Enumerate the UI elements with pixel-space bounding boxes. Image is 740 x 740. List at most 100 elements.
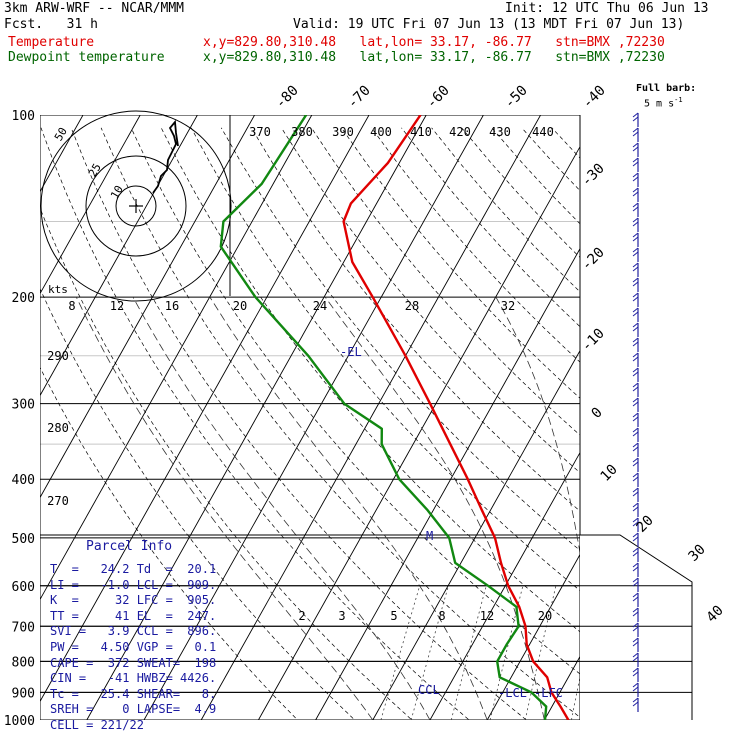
wind-barb-flag <box>632 251 639 257</box>
wind-barb-icon <box>632 127 639 142</box>
theta-label: 290 <box>47 349 69 363</box>
profile-point <box>494 537 496 539</box>
wind-barb-flag <box>632 157 639 163</box>
profile-point <box>222 220 225 223</box>
dry-adiabat <box>281 127 580 474</box>
wind-barb-icon <box>632 367 639 382</box>
isotherm-label: -60 <box>424 83 453 112</box>
dry-adiabat <box>612 128 740 733</box>
isotherm <box>659 115 740 720</box>
parcel-row: Tc = 25.4 SHEAR= 8. <box>50 686 217 701</box>
temperature-profile <box>342 115 570 720</box>
isotherm <box>40 115 198 397</box>
wind-barb-flag <box>632 491 639 497</box>
theta-e-label: 8 <box>68 299 75 313</box>
parcel-row: CIN = -41 HWBZ= 4426. <box>50 671 217 686</box>
profile-point <box>381 428 383 430</box>
wind-barb-flag <box>632 626 639 632</box>
wind-barb-flag <box>632 236 639 242</box>
wind-barb-icon <box>632 187 639 202</box>
wind-barb-icon <box>632 607 639 622</box>
profile-point <box>467 478 469 480</box>
isotherm <box>40 115 255 499</box>
mixing-ratio-label: 3 <box>338 609 345 623</box>
wind-barb-flag <box>632 682 639 688</box>
wind-barb-flag <box>632 686 639 692</box>
wind-barb-flag <box>632 446 639 452</box>
wind-barb-flag <box>632 536 639 542</box>
theta-label: 420 <box>449 125 471 139</box>
wind-barb-flag <box>632 352 639 358</box>
hodograph-ring-label: 25 <box>86 161 104 179</box>
wind-barb-icon <box>632 262 639 277</box>
wind-barb-flag <box>632 142 639 148</box>
wind-barb-icon <box>632 217 639 232</box>
hodograph-ring <box>115 185 157 227</box>
wind-barb-flag <box>632 641 639 647</box>
wind-barb-flag <box>632 232 639 238</box>
profile-point <box>507 585 509 587</box>
wind-barb-flag <box>632 127 639 133</box>
profile-point <box>526 643 528 646</box>
wind-barb-flag <box>632 701 639 707</box>
profile-point <box>496 660 498 662</box>
wind-barb-flag <box>632 442 639 448</box>
wind-barb-flag <box>632 532 639 538</box>
wind-barb-flag <box>632 412 639 418</box>
mixing-ratio-label: 12 <box>480 609 494 623</box>
hodograph-ring-label: 50 <box>52 125 70 143</box>
profile-point <box>350 202 352 205</box>
mixing-ratio-line <box>450 585 487 720</box>
wind-barb-icon <box>632 157 639 172</box>
wind-barb-icon <box>632 637 639 652</box>
wind-barb-flag <box>632 506 639 512</box>
wind-barb-icon <box>632 202 639 217</box>
isotherm <box>200 115 541 720</box>
full-barb-units: 5 m s-1 <box>644 96 683 110</box>
profile-point <box>499 676 501 678</box>
isotherm <box>544 655 580 720</box>
profile-point <box>307 355 309 357</box>
moist-adiabat <box>495 296 580 556</box>
wind-barb-icon <box>632 292 639 307</box>
profile-point <box>381 443 383 445</box>
isotherm-label: -80 <box>273 83 302 112</box>
wind-barb-icon <box>632 412 639 427</box>
parcel-row: PW = 4.50 VGP = 0.1 <box>50 640 217 654</box>
isotherm <box>40 115 313 601</box>
profile-point <box>487 585 489 587</box>
wind-barb-flag <box>632 146 639 152</box>
parcel-info-panel: Parcel Info T = 24.2 Td = 20.1 LI = -1.0… <box>46 537 246 732</box>
dry-adiabat <box>220 127 580 551</box>
profile-point <box>426 509 429 511</box>
profile-point <box>544 719 546 720</box>
wind-barb-icon <box>632 337 639 352</box>
parcel-row: TT = 41 EL = 247. <box>50 608 217 623</box>
wind-barb-flag <box>632 577 639 583</box>
wind-barb-flag <box>632 356 639 362</box>
wind-barb-icon <box>632 517 639 532</box>
profile-point <box>545 705 547 708</box>
wind-barb-icon <box>632 247 639 262</box>
profile-point <box>454 562 456 564</box>
isotherm-label: -10 <box>579 326 608 355</box>
mixing-ratio-label: 20 <box>538 609 552 623</box>
dry-adiabat <box>40 127 470 720</box>
pressure-tick-label: 600 <box>12 580 35 595</box>
wind-barb-icon <box>632 502 639 517</box>
profile-point <box>559 705 562 708</box>
theta-label: 280 <box>47 421 69 435</box>
pressure-tick-label: 500 <box>12 532 35 547</box>
wind-barb-flag <box>632 322 639 328</box>
isotherm <box>372 349 580 720</box>
mixing-ratio-line <box>571 675 580 720</box>
theta-e-label: 24 <box>313 299 327 313</box>
isotherm-label: -40 <box>580 83 609 112</box>
legend-dewpoint: Dewpoint temperature <box>8 50 165 65</box>
profile-lines <box>219 115 570 720</box>
level-marker-el: -EL <box>340 345 362 359</box>
theta-label: 270 <box>47 494 69 508</box>
theta-label: 390 <box>332 125 354 139</box>
